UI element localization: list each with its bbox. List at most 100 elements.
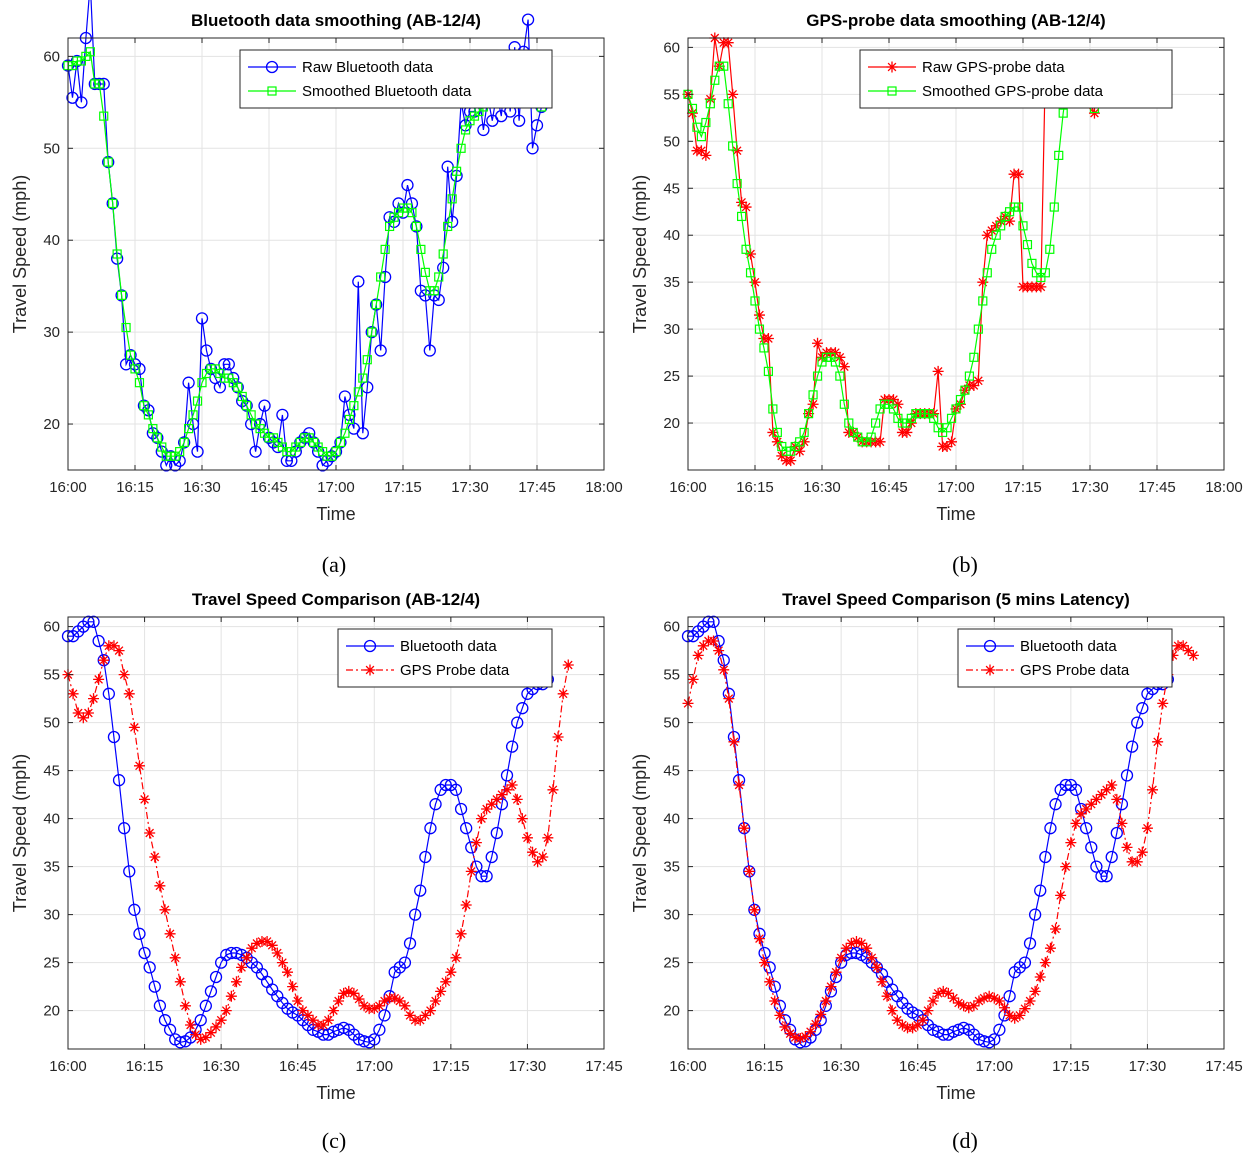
data-point-16 [753, 309, 765, 321]
data-point-legend [267, 86, 277, 96]
data-point-70 [1039, 850, 1052, 864]
data-point-65 [394, 995, 406, 1007]
data-point-23 [799, 1031, 811, 1043]
data-point-71 [424, 1005, 436, 1017]
data-point-30 [215, 1014, 227, 1026]
data-point-44 [258, 399, 271, 412]
data-point-20 [772, 427, 782, 438]
data-point-42 [896, 1019, 908, 1031]
chart-title: Bluetooth data smoothing (AB-12/4) [191, 11, 481, 30]
data-point-78 [411, 221, 421, 232]
data-point-legend [983, 639, 997, 653]
data-point-79 [1085, 841, 1098, 854]
data-point-48 [276, 408, 289, 422]
data-point-83 [1105, 850, 1118, 864]
data-point-84 [1110, 826, 1123, 840]
y-tick-label: 30 [663, 321, 680, 338]
data-point-22 [794, 1032, 806, 1044]
data-point-98 [562, 659, 574, 671]
x-tick-label: 17:00 [976, 1058, 1014, 1075]
data-point-19 [779, 1021, 791, 1033]
data-point-79 [1035, 281, 1047, 293]
data-point-10 [727, 88, 739, 100]
y-tick-label: 30 [663, 907, 680, 924]
y-tick-label: 20 [663, 1003, 680, 1020]
legend-label: Raw GPS-probe data [922, 59, 1065, 76]
y-tick-label: 30 [43, 907, 60, 924]
data-point-32 [225, 990, 237, 1002]
x-tick-label: 17:00 [937, 479, 975, 496]
data-point-80 [420, 267, 430, 277]
data-point-72 [1004, 215, 1016, 227]
data-point-61 [993, 995, 1005, 1007]
data-point-59 [946, 436, 958, 448]
legend-box [337, 628, 553, 688]
data-point-77 [1027, 258, 1037, 268]
data-point-63 [344, 414, 354, 425]
data-point-2 [692, 122, 702, 132]
data-point-72 [1049, 798, 1062, 811]
data-point-97 [557, 688, 569, 700]
data-point-74 [1013, 202, 1024, 212]
y-tick-label: 55 [663, 667, 680, 684]
data-point-84 [438, 249, 448, 259]
data-point-5 [87, 615, 100, 628]
data-point-66 [399, 1000, 411, 1012]
y-tick-label: 35 [43, 859, 60, 876]
y-tick-label: 60 [663, 619, 680, 636]
data-point-66 [398, 956, 412, 969]
data-point-20 [784, 1028, 796, 1040]
data-point-4 [702, 615, 715, 628]
x-tick-label: 17:15 [384, 479, 422, 496]
data-point-50 [937, 985, 949, 997]
data-point-74 [1060, 861, 1072, 873]
data-point-94 [542, 832, 554, 844]
data-point-64 [349, 401, 359, 411]
y-tick-label: 40 [663, 227, 680, 244]
data-point-67 [403, 937, 417, 950]
data-point-78 [1080, 822, 1093, 835]
data-point-26 [195, 1033, 207, 1045]
data-point-40 [886, 1005, 898, 1017]
data-point-70 [1039, 957, 1051, 969]
data-point-89 [1136, 846, 1148, 858]
data-point-63 [1004, 1009, 1016, 1021]
data-point-59 [983, 990, 995, 1002]
y-tick-label: 45 [663, 763, 680, 780]
y-axis-label: Travel Speed (mph) [10, 175, 30, 333]
data-point-48 [307, 1014, 319, 1026]
data-point-93 [1157, 697, 1169, 709]
data-point-87 [506, 779, 518, 791]
data-point-14 [133, 760, 145, 772]
data-point-65 [972, 375, 984, 387]
data-point-57 [973, 995, 985, 1007]
data-point-62 [378, 1009, 391, 1022]
data-point-16 [134, 378, 145, 388]
data-point-89 [516, 813, 528, 825]
data-point-19 [159, 904, 171, 916]
x-tick-label: 17:45 [518, 479, 556, 496]
data-point-25 [190, 1029, 202, 1041]
data-point-18 [763, 366, 773, 376]
data-point-53 [332, 1023, 345, 1036]
data-point-17 [139, 401, 149, 411]
data-point-27 [199, 999, 212, 1012]
data-point-9 [103, 157, 113, 167]
data-point-66 [978, 296, 988, 306]
data-point-72 [1050, 923, 1062, 935]
data-point-27 [804, 409, 814, 419]
legend-box [957, 628, 1173, 688]
data-point-44 [907, 1022, 919, 1034]
legend: Bluetooth data GPS Probe data [337, 628, 553, 688]
data-point-54 [957, 1021, 970, 1035]
data-point-84 [491, 793, 503, 805]
plot-area [68, 617, 604, 1049]
data-point-9 [728, 736, 740, 748]
data-point-33 [230, 946, 243, 960]
data-point-82 [481, 803, 493, 815]
data-point-6 [88, 77, 101, 91]
data-point-35 [839, 399, 849, 409]
data-point-70 [376, 272, 386, 282]
data-point-68 [408, 908, 422, 921]
data-point-37 [871, 961, 883, 973]
